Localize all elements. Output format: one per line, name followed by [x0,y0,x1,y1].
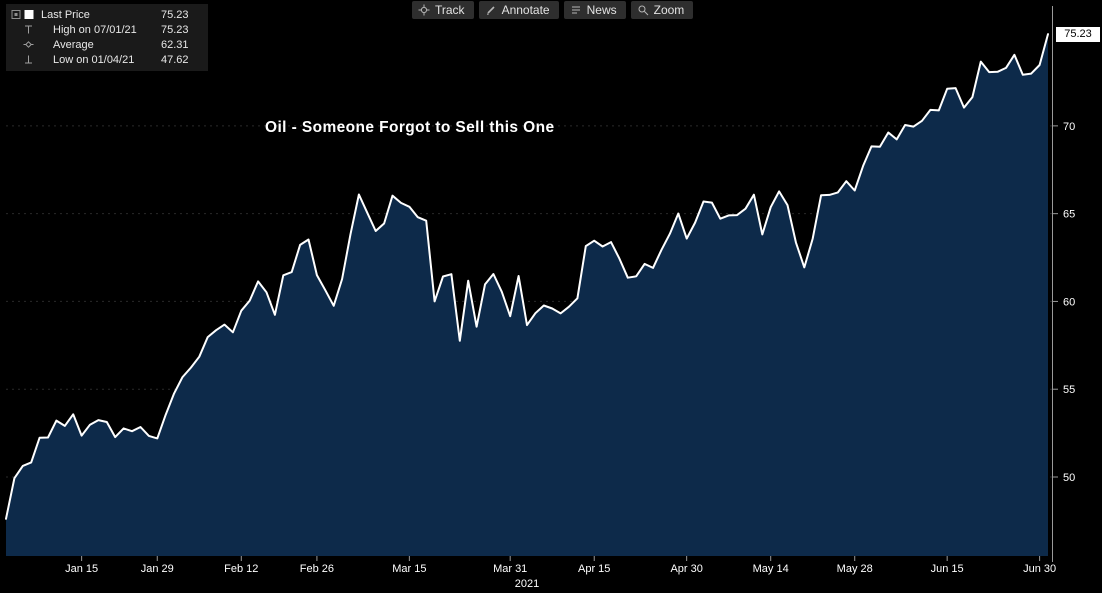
toolbar-button-annotate[interactable]: Annotate [478,1,559,19]
zoom-icon [637,4,649,16]
average-marker-icon [23,39,34,50]
legend-panel: Last Price 75.23 High on 07/01/21 75.23 Aver… [6,4,208,71]
legend-label: Last Price [41,8,90,21]
toolbar: Track Annotate News Zoom [412,1,694,19]
toolbar-button-label: Zoom [653,3,685,17]
x-axis-label: Apr 15 [578,563,610,575]
price-line [5,33,1049,520]
legend-rows: Last Price 75.23 High on 07/01/21 75.23 Aver… [11,7,203,67]
legend-value: 62.31 [161,38,189,51]
y-axis-label: 55 [1063,384,1075,396]
x-axis-label: Mar 15 [392,563,426,575]
toolbar-button-label: Annotate [501,3,550,17]
toolbar-button-label: News [586,3,617,17]
legend-label: High on 07/01/21 [53,23,137,36]
annotate-icon [485,4,497,16]
legend-item-icons [11,24,53,35]
price-area [6,34,1048,557]
y-axis-label: 50 [1063,472,1075,484]
toolbar-button-label: Track [435,3,465,17]
last-price-box: 75.23 [1056,26,1100,42]
y-axis-label: 65 [1063,209,1075,221]
legend-item-icons [11,54,53,65]
x-axis-year-label: 2021 [515,578,539,590]
chart-title: Oil - Someone Forgot to Sell this One [265,119,555,136]
news-icon [570,4,582,16]
last-price-swatch [24,9,34,20]
x-axis-label: Jun 30 [1023,563,1056,575]
x-axis-label: May 28 [837,563,873,575]
x-axis-label: Feb 26 [300,563,334,575]
x-axis-label: Jan 29 [141,563,174,575]
y-axis-label: 60 [1063,296,1075,308]
legend-value: 75.23 [161,23,189,36]
track-icon [418,4,430,16]
toolbar-button-track[interactable]: Track [412,1,474,19]
legend-item[interactable]: High on 07/01/21 75.23 [11,22,203,37]
toolbar-button-news[interactable]: News [563,1,626,19]
legend-value: 75.23 [161,8,189,21]
legend-value: 47.62 [161,53,189,66]
high-marker-icon [23,24,34,35]
x-axis-label: Mar 31 [493,563,527,575]
panel-expand-icon [11,9,21,20]
legend-label: Average [53,38,94,51]
legend-item[interactable]: Average 62.31 [11,37,203,52]
x-axis-label: Jun 15 [931,563,964,575]
y-axis-label: 70 [1063,121,1075,133]
legend-item[interactable]: Low on 01/04/21 47.62 [11,52,203,67]
legend-item-icons [11,9,41,20]
x-axis-label: Jan 15 [65,563,98,575]
x-axis-label: Feb 12 [224,563,258,575]
low-marker-icon [23,54,34,65]
legend-item-icons [11,39,53,50]
toolbar-button-zoom[interactable]: Zoom [630,1,694,19]
x-axis-label: Apr 30 [670,563,702,575]
legend-item[interactable]: Last Price 75.23 [11,7,203,22]
legend-label: Low on 01/04/21 [53,53,135,66]
x-axis-label: May 14 [753,563,789,575]
